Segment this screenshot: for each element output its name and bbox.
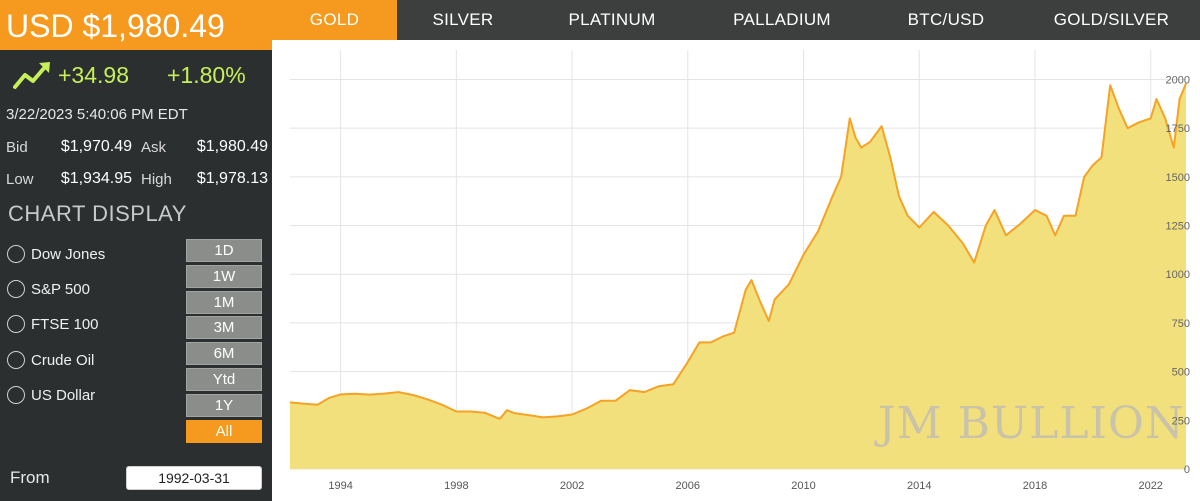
tab-gold-silver[interactable]: GOLD/SILVER: [1053, 10, 1170, 29]
range-button-ytd[interactable]: Ytd: [186, 368, 262, 391]
price-header: USD $1,980.49: [0, 0, 272, 50]
x-tick-label: 2018: [1023, 480, 1047, 492]
tab-palladium[interactable]: PALLADIUM: [733, 10, 831, 29]
x-tick-label: 1998: [444, 480, 468, 492]
range-button-3m[interactable]: 3M: [186, 316, 262, 339]
x-tick-label: 2010: [791, 480, 815, 492]
y-tick-label: 1000: [1166, 269, 1190, 281]
radio-button[interactable]: [7, 245, 25, 263]
overlay-label: S&P 500: [31, 281, 90, 298]
radio-button[interactable]: [7, 351, 25, 369]
overlay-label: Dow Jones: [31, 246, 106, 263]
bid-label: Bid: [6, 139, 28, 156]
low-value: $1,934.95: [60, 170, 132, 187]
metal-tab-bar: GOLD SILVER PLATINUM PALLADIUM BTC/USD G…: [272, 0, 1200, 40]
radio-button[interactable]: [7, 386, 25, 404]
range-button-1m[interactable]: 1M: [186, 291, 262, 314]
high-label: High: [141, 171, 172, 188]
overlay-label: Crude Oil: [31, 352, 95, 369]
radio-button[interactable]: [7, 315, 25, 333]
chart-display-heading: CHART DISPLAY: [8, 201, 187, 226]
y-tick-label: 250: [1172, 415, 1190, 427]
y-tick-label: 1750: [1166, 123, 1190, 135]
price-chart-svg[interactable]: JM BULLION 0 250 500 750 1000 1250 1500 1750 200…: [272, 40, 1200, 501]
trending-up-icon: [13, 62, 50, 89]
ask-label: Ask: [141, 139, 167, 156]
low-label: Low: [6, 171, 34, 188]
overlay-label: US Dollar: [31, 387, 96, 404]
x-tick-label: 2006: [676, 480, 700, 492]
range-button-1y[interactable]: 1Y: [186, 394, 262, 417]
price-area: [290, 83, 1186, 470]
tab-gold[interactable]: GOLD: [272, 0, 397, 40]
from-label: From: [10, 468, 50, 487]
current-price: USD $1,980.49: [6, 8, 225, 44]
tab-btc-usd[interactable]: BTC/USD: [907, 10, 985, 29]
radio-button[interactable]: [7, 280, 25, 298]
watermark-text: JM BULLION: [874, 398, 1184, 449]
high-value: $1,978.13: [196, 170, 268, 187]
y-tick-label: 2000: [1166, 74, 1190, 86]
range-button-1d[interactable]: 1D: [186, 239, 262, 262]
from-date-input[interactable]: [126, 466, 262, 490]
sidebar: USD $1,980.49 +34.98 +1.80% 3/22/2023 5:…: [0, 0, 272, 501]
y-tick-label: 1500: [1166, 172, 1190, 184]
y-tick-label: 1250: [1166, 221, 1190, 233]
y-tick-label: 500: [1172, 367, 1190, 379]
change-absolute: +34.98: [58, 62, 129, 88]
overlay-label: FTSE 100: [31, 316, 99, 333]
range-button-all[interactable]: All: [186, 420, 262, 443]
ask-value: $1,980.49: [196, 138, 268, 155]
y-tick-label: 750: [1172, 318, 1190, 330]
range-button-6m[interactable]: 6M: [186, 342, 262, 365]
price-line: [289, 83, 1187, 420]
tab-platinum[interactable]: PLATINUM: [568, 10, 656, 29]
range-button-1w[interactable]: 1W: [186, 265, 262, 288]
x-tick-label: 1994: [328, 480, 352, 492]
change-percent: +1.80%: [167, 62, 246, 88]
quote-timestamp: 3/22/2023 5:40:06 PM EDT: [6, 106, 188, 123]
x-tick-label: 2002: [560, 480, 584, 492]
price-chart[interactable]: JM BULLION 0 250 500 750 1000 1250 1500 1750 200…: [272, 40, 1200, 501]
x-tick-label: 2014: [907, 480, 931, 492]
y-tick-label: 0: [1184, 464, 1190, 476]
x-tick-label: 2022: [1138, 480, 1162, 492]
bid-value: $1,970.49: [60, 138, 132, 155]
tab-silver[interactable]: SILVER: [432, 10, 494, 29]
